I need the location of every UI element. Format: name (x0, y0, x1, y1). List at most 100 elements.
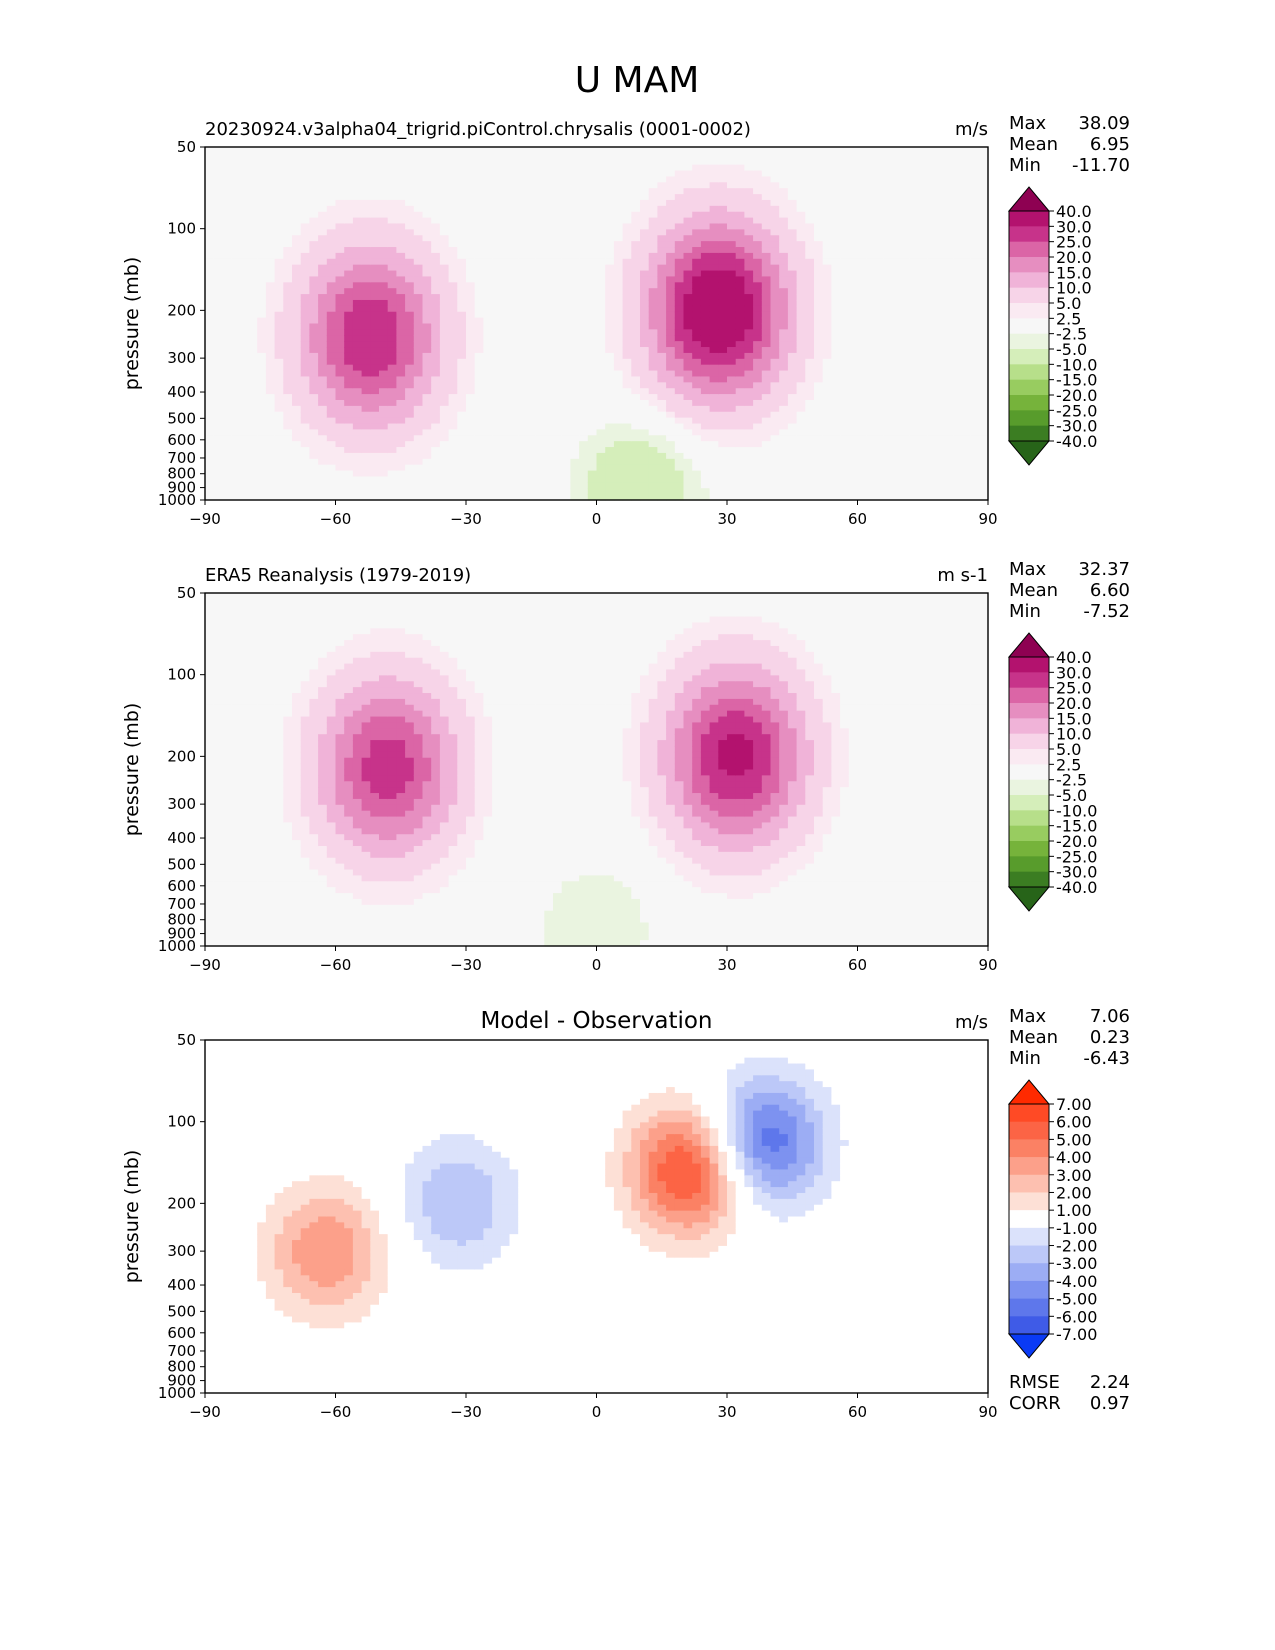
field-cell (283, 282, 293, 289)
field-cell (492, 158, 502, 166)
field-cell (883, 317, 893, 325)
field-cell (553, 311, 563, 319)
field-cell (631, 247, 641, 254)
field-cell (579, 405, 589, 413)
field-cell (561, 147, 571, 154)
field-cell (918, 317, 928, 325)
field-cell (474, 458, 484, 466)
field-cell (300, 264, 310, 272)
field-cell (387, 417, 397, 425)
field-cell (344, 335, 354, 342)
field-cell (692, 405, 702, 413)
field-cell (814, 447, 824, 454)
field-cell (596, 229, 606, 236)
field-cell (631, 441, 641, 448)
field-cell (700, 447, 711, 454)
field-cell (361, 429, 371, 436)
field-cell (387, 158, 397, 166)
field-cell (405, 194, 415, 201)
field-cell (727, 382, 737, 389)
field-cell (274, 341, 284, 348)
field-cell (457, 476, 467, 483)
field-cell (753, 247, 763, 254)
field-cell (283, 276, 293, 283)
field-cell (466, 452, 476, 460)
field-cell (535, 441, 545, 448)
field-cell (492, 235, 502, 242)
field-cell (848, 205, 859, 213)
field-cell (561, 488, 571, 495)
field-cell (231, 429, 241, 436)
field-cell (379, 176, 389, 183)
field-cell (666, 394, 676, 401)
field-cell (587, 482, 598, 489)
field-cell (848, 470, 859, 478)
field-cell (352, 482, 363, 489)
field-cell (483, 152, 493, 160)
field-cell (874, 476, 885, 483)
field-cell (335, 476, 345, 483)
field-cell (474, 217, 484, 225)
field-cell (857, 276, 867, 283)
field-cell (909, 258, 919, 266)
field-cell (274, 417, 284, 425)
field-cell (718, 417, 728, 425)
field-cell (239, 158, 250, 166)
field-cell (213, 464, 223, 472)
field-cell (718, 476, 728, 483)
field-cell (292, 464, 302, 472)
field-cell (779, 235, 789, 242)
field-cell (292, 364, 302, 372)
field-cell (457, 429, 467, 436)
field-cell (761, 370, 772, 378)
field-cell (579, 199, 589, 207)
field-cell (466, 476, 476, 483)
field-cell (605, 288, 615, 295)
field-cell (892, 158, 902, 166)
field-cell (744, 147, 754, 154)
field-cell (448, 364, 458, 372)
field-cell (918, 435, 928, 442)
field-cell (596, 199, 606, 207)
field-cell (500, 488, 511, 495)
field-cell (352, 294, 363, 301)
field-cell (335, 247, 345, 254)
field-cell (692, 223, 702, 230)
field-cell (205, 299, 215, 307)
field-cell (805, 405, 815, 413)
field-cell (500, 152, 511, 160)
field-cell (779, 211, 789, 219)
field-cell (579, 476, 589, 483)
field-cell (718, 276, 728, 283)
field-cell (770, 452, 780, 460)
field-cell (553, 382, 563, 389)
field-cell (727, 164, 737, 172)
field-cell (622, 405, 632, 413)
field-cell (544, 447, 554, 454)
field-cell (848, 417, 859, 425)
field-cell (213, 411, 223, 419)
field-cell (561, 329, 571, 336)
field-cell (596, 217, 606, 225)
field-cell (709, 311, 719, 319)
field-cell (205, 452, 215, 460)
field-cell (831, 458, 841, 466)
field-cell (700, 335, 711, 342)
field-cell (822, 217, 832, 225)
field-cell (213, 229, 223, 236)
field-cell (422, 376, 432, 383)
field-cell (405, 470, 415, 478)
field-cell (692, 370, 702, 378)
field-cell (257, 288, 267, 295)
field-cell (283, 217, 293, 225)
field-cell (248, 247, 258, 254)
field-cell (309, 252, 319, 260)
field-cell (518, 352, 528, 360)
field-cell (500, 358, 511, 366)
field-cell (379, 364, 389, 372)
field-cell (500, 364, 511, 372)
field-cell (605, 323, 615, 330)
field-cell (761, 176, 772, 183)
field-cell (439, 252, 450, 260)
field-cell (405, 264, 415, 272)
